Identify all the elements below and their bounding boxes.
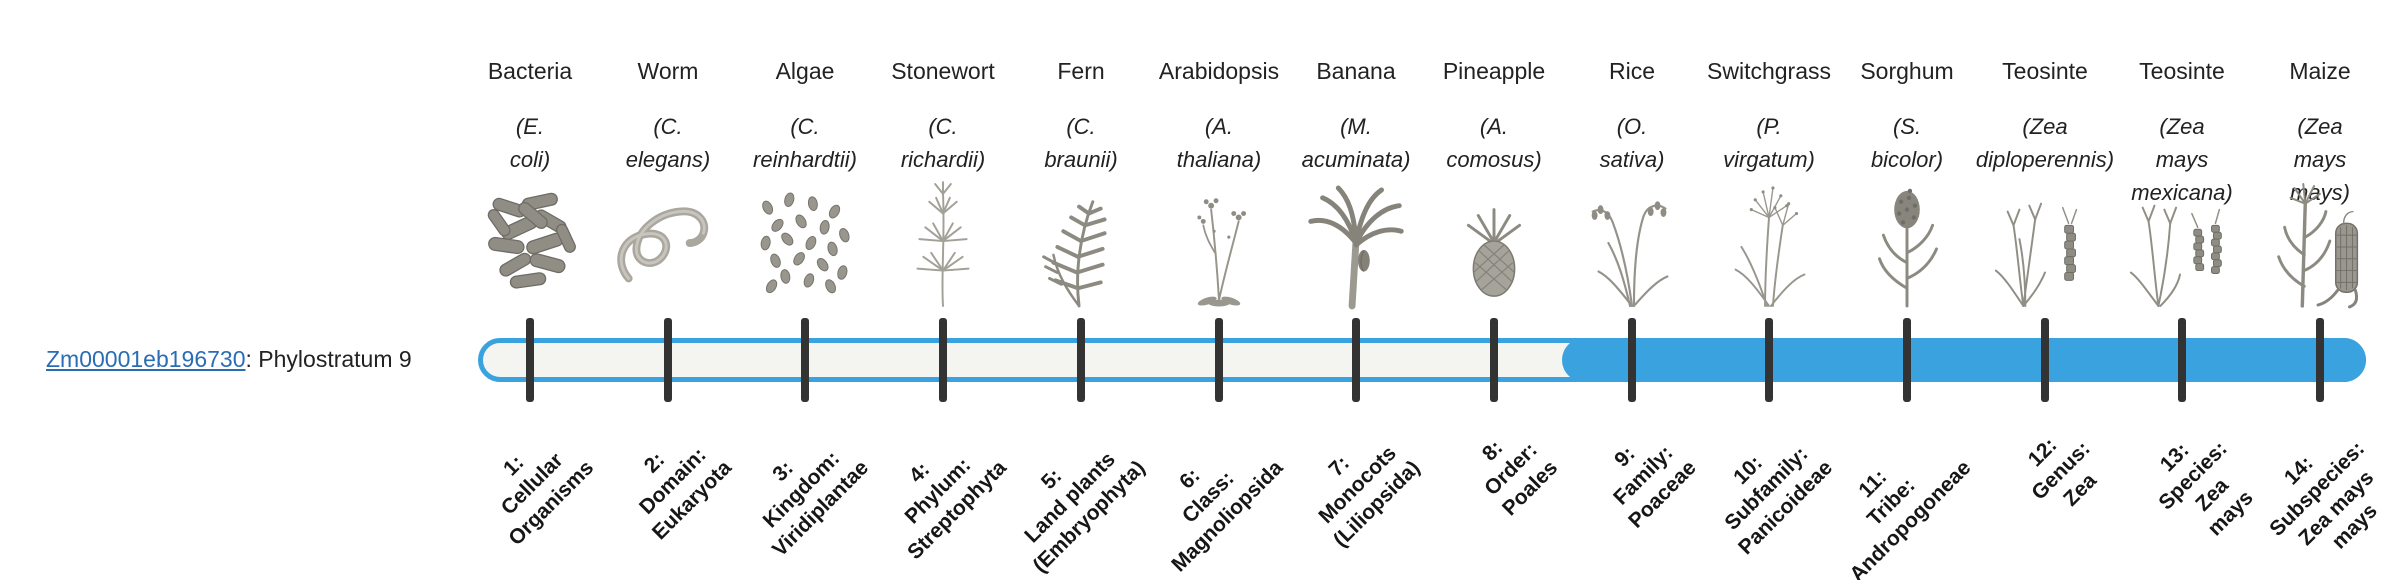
- stratum-label: 1: Cellular Organisms: [497, 448, 599, 550]
- stratum-label: 9: Family: Poaceae: [1609, 441, 1701, 533]
- stratum-label: 5: Land plants (Embryophyta): [1020, 447, 1150, 577]
- stratum-label: 3: Kingdom: Viridiplantae: [759, 447, 874, 561]
- gene-link[interactable]: Zm00001eb196730: [46, 346, 246, 372]
- organism-scientific-name: (Zea diploperennis): [1975, 114, 2115, 172]
- algae-icon: [739, 174, 871, 314]
- timeline-tick: [1490, 318, 1498, 402]
- organism-scientific-name: (P. virgatum): [1723, 114, 1815, 172]
- organism-scientific-name: (C. braunii): [1044, 114, 1118, 172]
- maize-icon: [2254, 174, 2386, 314]
- stratum-label: 6: Class: Magnoliopsida: [1166, 455, 1288, 577]
- organism-common-name: Banana: [1316, 58, 1396, 84]
- organism-scientific-name: (C. richardii): [900, 114, 986, 172]
- organism-common-name: Maize: [2289, 58, 2351, 84]
- timeline-tick: [1765, 318, 1773, 402]
- phylostratum-suffix: : Phylostratum 9: [245, 346, 412, 372]
- organism-common-name: Fern: [1057, 58, 1105, 84]
- timeline-tick: [801, 318, 809, 402]
- organism-scientific-name: (A. comosus): [1446, 114, 1542, 172]
- timeline-tick: [1352, 318, 1360, 402]
- stonewort-icon: [877, 174, 1009, 314]
- organism-common-name: Stonewort: [891, 58, 995, 84]
- rice-icon: [1566, 174, 1698, 314]
- organism-common-name: Pineapple: [1442, 58, 1546, 84]
- organism-scientific-name: (A. thaliana): [1176, 114, 1262, 172]
- timeline-tick: [1903, 318, 1911, 402]
- organism-scientific-name: (Zea mays mexicana): [2131, 114, 2233, 205]
- timeline-tick: [1215, 318, 1223, 402]
- organism-scientific-name: (O. sativa): [1599, 114, 1665, 172]
- organism-scientific-name: (E. coli): [509, 114, 551, 172]
- timeline-tick: [1077, 318, 1085, 402]
- switchgrass-icon: [1703, 174, 1835, 314]
- organism-scientific-name: (Zea mays mays): [2290, 114, 2350, 205]
- sorghum-icon: [1841, 174, 1973, 314]
- timeline-tick: [2041, 318, 2049, 402]
- stratum-label: 11: Tribe: Andropogoneae: [1844, 455, 1976, 580]
- organism-scientific-name: (M. acuminata): [1301, 114, 1411, 172]
- organism-common-name: Bacteria: [487, 58, 573, 84]
- timeline-tick: [526, 318, 534, 402]
- stratum-label: 2: Domain: Eukaryota: [635, 443, 737, 544]
- organism-scientific-name: (S. bicolor): [1870, 114, 1944, 172]
- timeline-tick: [1628, 318, 1636, 402]
- timeline-tick: [2178, 318, 2186, 402]
- organism-common-name: Rice: [1608, 58, 1656, 84]
- organism-common-name: Arabidopsis: [1158, 58, 1280, 84]
- organism-scientific-name: (C. reinhardtii): [753, 114, 857, 172]
- bacteria-icon: [464, 174, 596, 314]
- organism-common-name: Switchgrass: [1707, 58, 1831, 84]
- stratum-label: 13: Species: Zea mays: [2154, 437, 2258, 541]
- pineapple-icon: [1428, 174, 1560, 314]
- organism-common-name: Teosinte: [2002, 58, 2088, 84]
- stratum-label: 12: Genus: Zea: [2023, 433, 2101, 511]
- organism-common-name: Teosinte: [2139, 58, 2225, 84]
- timeline-tick: [2316, 318, 2324, 402]
- teosinte-icon: [1979, 174, 2111, 314]
- stratum-label: 8: Order: Poales: [1478, 436, 1563, 520]
- timeline-tick: [939, 318, 947, 402]
- stratum-label: 7: Monocots (Liliopsida): [1314, 441, 1425, 552]
- worm-icon: [602, 174, 734, 314]
- timeline-bar-fill: [1562, 338, 2366, 382]
- organism-common-name: Algae: [775, 58, 835, 84]
- teosinte-icon: [2116, 174, 2248, 314]
- fern-icon: [1015, 174, 1147, 314]
- organism-common-name: Worm: [637, 58, 699, 84]
- timeline-tick: [664, 318, 672, 402]
- banana-icon: [1290, 174, 1422, 314]
- organism-scientific-name: (C. elegans): [625, 114, 711, 172]
- arabidopsis-icon: [1153, 174, 1285, 314]
- organism-common-name: Sorghum: [1860, 58, 1954, 84]
- stratum-label: 14: Subspecies: Zea mays mays: [2265, 437, 2382, 554]
- gene-phylostratum-label: Zm00001eb196730: Phylostratum 9: [46, 346, 412, 373]
- stratum-label: 4: Phylum: Streptophyta: [901, 453, 1012, 564]
